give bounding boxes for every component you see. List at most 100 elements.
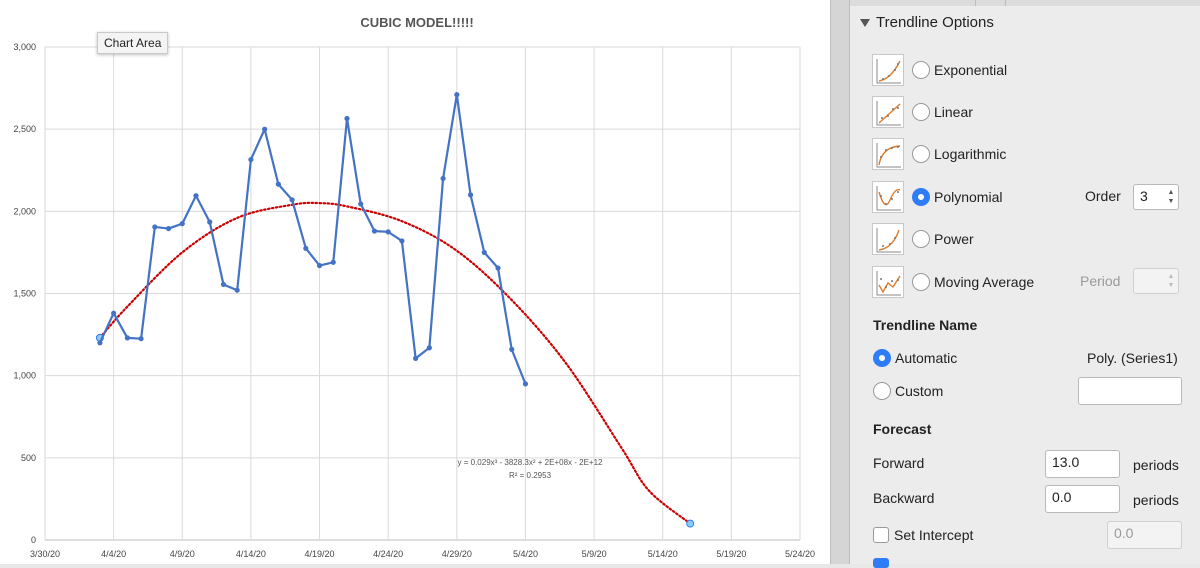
period-label: Period (1080, 273, 1121, 289)
set-intercept-label: Set Intercept (894, 527, 974, 543)
data-point[interactable] (111, 310, 117, 316)
label-linear: Linear (934, 104, 973, 120)
backward-label: Backward (873, 490, 935, 506)
data-point[interactable] (330, 259, 336, 265)
trendline-equation[interactable]: y = 0.029x³ - 3828.3x² + 2E+08x - 2E+12 (458, 458, 604, 467)
option-exponential[interactable]: Exponential (872, 52, 1007, 88)
data-point[interactable] (509, 346, 515, 352)
x-axis-ticks: 3/30/20 4/4/20 4/9/20 4/14/20 4/19/20 4/24/20… (30, 549, 815, 559)
radio-logarithmic[interactable] (912, 145, 930, 163)
polynomial-trend-icon (872, 181, 904, 213)
y-tick-label: 1,500 (13, 289, 36, 299)
order-stepper[interactable]: ▲ ▼ (1165, 184, 1177, 210)
data-point[interactable] (440, 175, 446, 182)
data-point[interactable] (97, 340, 103, 346)
set-intercept-checkbox[interactable] (873, 527, 889, 543)
data-point[interactable] (454, 92, 460, 98)
data-point[interactable] (289, 197, 295, 203)
name-custom-row[interactable]: Custom (873, 373, 943, 409)
trendline-options-header[interactable]: Trendline Options (860, 14, 994, 31)
x-tick-label: 5/9/20 (582, 549, 607, 559)
trendline-r-squared[interactable]: R² = 0.2953 (509, 471, 552, 480)
chart-svg[interactable]: CUBIC MODEL!!!!! 0 500 1,000 1,500 2,000 2,50… (0, 0, 830, 564)
period-stepper: ▲ ▼ (1165, 268, 1177, 294)
option-moving-average[interactable]: Moving Average (872, 264, 1034, 300)
intercept-value: 0.0 (1114, 525, 1134, 541)
pane-tab-divider (1005, 0, 1006, 6)
data-point[interactable] (124, 335, 130, 341)
trendline-end-handle[interactable] (686, 519, 695, 528)
data-point[interactable] (358, 201, 364, 207)
order-field[interactable]: 3 (1133, 184, 1179, 210)
radio-custom[interactable] (873, 382, 891, 400)
trendline-curve[interactable] (98, 201, 692, 525)
power-trend-icon (872, 223, 904, 255)
data-point[interactable] (248, 156, 254, 163)
data-point[interactable] (495, 265, 501, 271)
option-power[interactable]: Power (872, 221, 974, 257)
x-tick-label: 4/29/20 (442, 549, 472, 559)
forward-periods-label: periods (1133, 457, 1179, 473)
period-field (1133, 268, 1179, 294)
data-point[interactable] (207, 219, 213, 225)
data-point[interactable] (467, 192, 474, 198)
forward-label: Forward (873, 455, 925, 471)
forward-input[interactable]: 13.0 (1045, 450, 1120, 478)
radio-polynomial[interactable] (912, 188, 930, 206)
series-line[interactable] (98, 93, 527, 385)
data-point[interactable] (152, 224, 158, 230)
data-point[interactable] (413, 355, 419, 362)
data-point[interactable] (179, 221, 185, 227)
data-point[interactable] (522, 381, 529, 387)
y-axis-ticks: 0 500 1,000 1,500 2,000 2,500 3,000 (13, 42, 36, 545)
radio-automatic[interactable] (873, 349, 891, 367)
data-series[interactable] (97, 92, 529, 387)
trendline[interactable] (95, 201, 695, 528)
radio-linear[interactable] (912, 103, 930, 121)
data-point[interactable] (426, 345, 432, 351)
next-checkbox[interactable] (873, 558, 889, 568)
pane-splitter[interactable] (830, 0, 850, 564)
y-tick-label: 2,500 (13, 124, 36, 134)
data-point[interactable] (316, 262, 323, 269)
chart-area[interactable]: CUBIC MODEL!!!!! 0 500 1,000 1,500 2,000 2,50… (0, 0, 830, 564)
data-point[interactable] (481, 249, 487, 256)
stepper-down-icon[interactable]: ▼ (1167, 198, 1175, 205)
data-point[interactable] (234, 287, 240, 293)
backward-input[interactable]: 0.0 (1045, 485, 1120, 513)
data-point[interactable] (138, 336, 144, 342)
forward-value: 13.0 (1052, 454, 1080, 470)
radio-moving-average[interactable] (912, 273, 930, 291)
data-point[interactable] (344, 115, 350, 122)
order-label: Order (1085, 188, 1121, 204)
data-point[interactable] (220, 281, 227, 288)
radio-exponential[interactable] (912, 61, 930, 79)
data-point[interactable] (262, 126, 268, 132)
custom-name-input[interactable] (1078, 377, 1182, 405)
data-point[interactable] (165, 225, 172, 232)
label-custom: Custom (895, 383, 944, 399)
stepper-down-icon: ▼ (1167, 282, 1175, 289)
y-tick-label: 3,000 (13, 42, 36, 52)
name-automatic-row[interactable]: Automatic (873, 340, 957, 376)
radio-power[interactable] (912, 230, 930, 248)
pane-tab-strip (850, 0, 1200, 6)
data-point[interactable] (303, 245, 309, 251)
data-point[interactable] (193, 193, 199, 199)
option-linear[interactable]: Linear (872, 94, 973, 130)
automatic-name-value: Poly. (Series1) (1087, 350, 1178, 366)
linear-trend-icon (872, 96, 904, 128)
data-point[interactable] (399, 238, 405, 244)
chart-area-tooltip: Chart Area (97, 32, 169, 54)
data-point[interactable] (385, 229, 391, 235)
trendline-options-title: Trendline Options (876, 14, 994, 31)
backward-periods-label: periods (1133, 492, 1179, 508)
data-point[interactable] (371, 228, 378, 234)
label-logarithmic: Logarithmic (934, 146, 1007, 162)
stepper-up-icon[interactable]: ▲ (1167, 189, 1175, 196)
option-polynomial[interactable]: Polynomial (872, 179, 1002, 215)
option-logarithmic[interactable]: Logarithmic (872, 136, 1006, 172)
pane-tab-divider (975, 0, 976, 6)
x-tick-label: 4/14/20 (236, 549, 266, 559)
data-point[interactable] (275, 181, 281, 187)
